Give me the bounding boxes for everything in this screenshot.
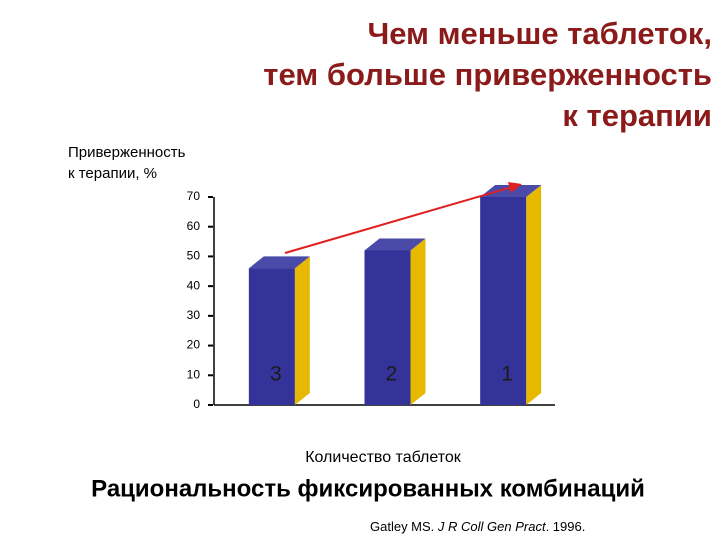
y-tick-label: 20: [187, 338, 201, 352]
y-tick-label: 40: [187, 278, 201, 292]
bar: [480, 197, 527, 405]
y-tick-label: 30: [187, 308, 201, 322]
trend-arrow: [284, 186, 513, 254]
footer: Рациональность фиксированных комбинаций: [91, 475, 645, 502]
category-label: 2: [386, 363, 398, 386]
y-tick-label: 60: [187, 219, 201, 233]
title-line: Чем меньше таблеток,: [367, 16, 712, 51]
bar-side: [410, 238, 426, 405]
arrow-head: [508, 182, 522, 193]
bar: [364, 250, 411, 405]
y-tick-label: 10: [187, 367, 201, 381]
category-label: 3: [270, 363, 282, 386]
category-label: 1: [501, 363, 513, 386]
title-line: тем больше приверженность: [263, 57, 712, 92]
bar-side: [294, 256, 310, 405]
citation-part: Gatley MS.: [370, 519, 438, 534]
y-axis-label: Приверженность: [68, 144, 186, 161]
title-line: к терапии: [562, 98, 712, 133]
x-axis-label: Количество таблеток: [305, 449, 462, 466]
bar-side: [526, 185, 542, 405]
y-tick-label: 0: [193, 397, 200, 411]
bar-top: [248, 256, 310, 269]
bar-top: [364, 238, 426, 251]
citation-part: . 1996.: [546, 519, 586, 534]
y-tick-label: 50: [187, 249, 201, 263]
y-axis-label: к терапии, %: [68, 165, 157, 182]
citation: Gatley MS. J R Coll Gen Pract. 1996.: [370, 519, 585, 534]
y-tick-label: 70: [187, 189, 201, 203]
bar: [248, 268, 295, 405]
citation-part: J R Coll Gen Pract: [437, 519, 547, 534]
